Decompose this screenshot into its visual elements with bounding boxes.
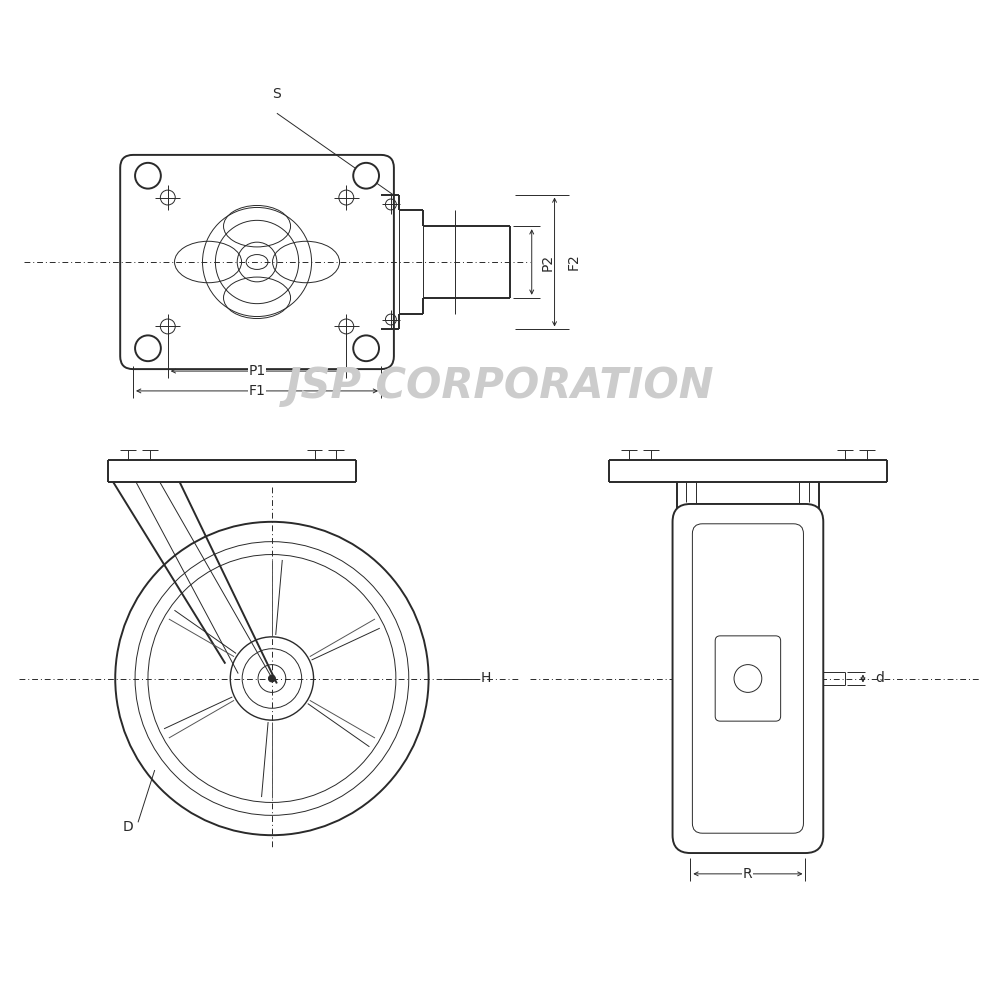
- Text: P1: P1: [248, 364, 266, 378]
- FancyBboxPatch shape: [120, 155, 394, 369]
- Circle shape: [135, 335, 161, 361]
- Text: D: D: [123, 820, 134, 834]
- Circle shape: [353, 335, 379, 361]
- Text: R: R: [743, 867, 753, 881]
- Text: H: H: [480, 672, 491, 686]
- FancyBboxPatch shape: [692, 524, 803, 833]
- Text: F1: F1: [249, 384, 265, 398]
- Text: S: S: [273, 87, 281, 101]
- FancyBboxPatch shape: [673, 504, 823, 853]
- Circle shape: [268, 675, 275, 682]
- Text: d: d: [875, 672, 884, 686]
- Circle shape: [135, 163, 161, 189]
- Text: P2: P2: [541, 253, 555, 271]
- Text: F2: F2: [566, 254, 580, 270]
- Circle shape: [353, 163, 379, 189]
- Text: JSP CORPORATION: JSP CORPORATION: [286, 365, 714, 407]
- FancyBboxPatch shape: [715, 636, 781, 721]
